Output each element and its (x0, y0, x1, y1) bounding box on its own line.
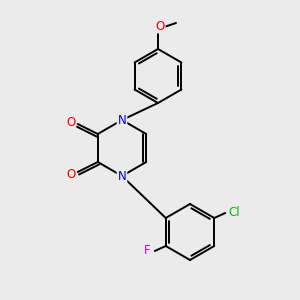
Text: O: O (155, 20, 165, 32)
Text: N: N (118, 113, 126, 127)
Text: N: N (118, 169, 126, 182)
Text: O: O (66, 116, 75, 128)
Text: O: O (66, 167, 75, 181)
Text: Cl: Cl (228, 206, 240, 220)
Text: F: F (143, 244, 150, 257)
